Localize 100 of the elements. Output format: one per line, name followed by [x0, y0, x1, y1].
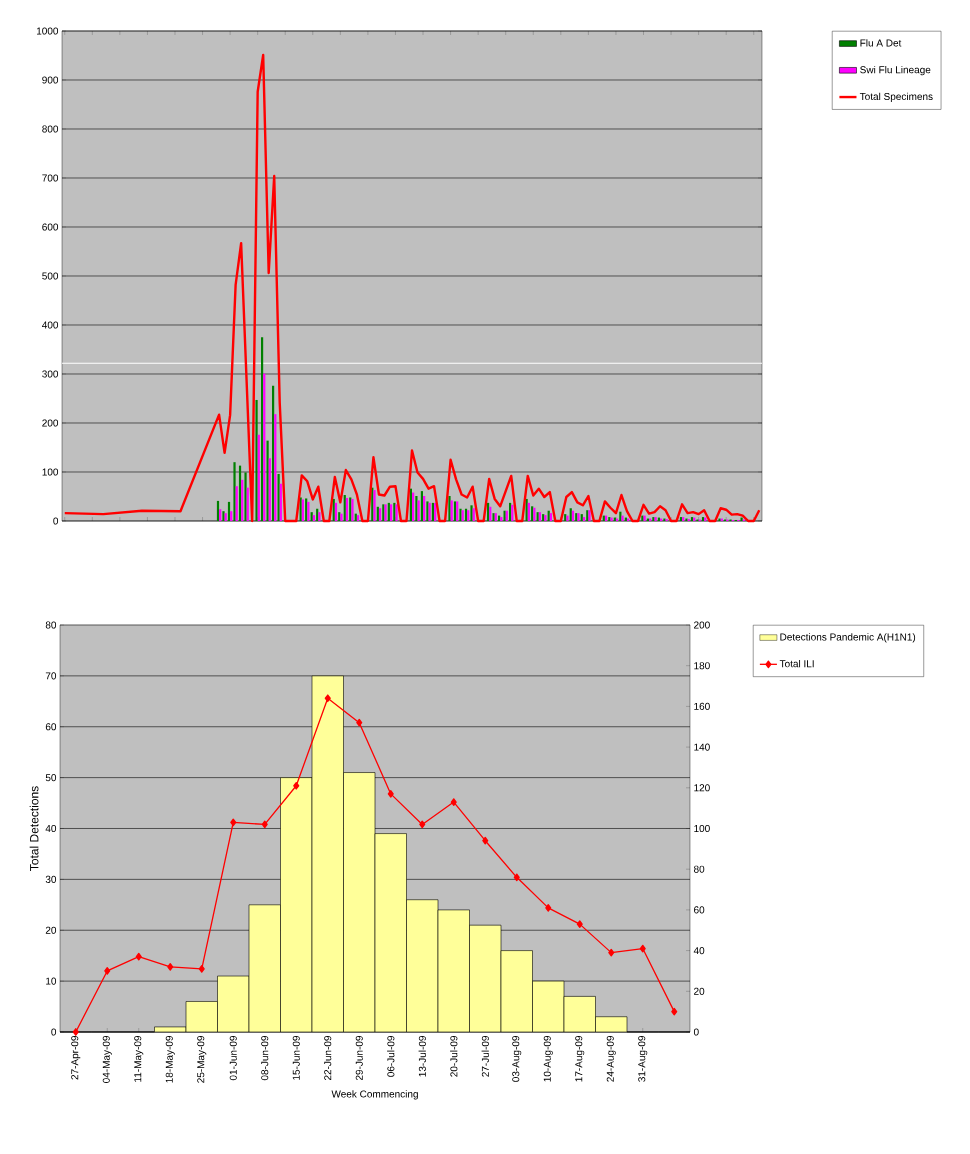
bar	[423, 496, 426, 521]
x-tick-label: 29-Jun-09	[355, 1036, 363, 1081]
point	[324, 694, 331, 703]
point	[639, 944, 646, 953]
bar	[415, 496, 418, 521]
x-tick-label: 06-Jul-09	[387, 1036, 395, 1077]
bar	[334, 502, 338, 521]
point	[671, 1007, 678, 1016]
bar	[241, 479, 244, 521]
point	[356, 718, 363, 727]
y-tick-label: 500	[42, 272, 59, 280]
bar	[216, 500, 220, 521]
bar	[257, 434, 260, 521]
y2-tick-label: 60	[694, 906, 705, 914]
x-tick-label: 31-Aug-09	[638, 1036, 648, 1082]
bar	[489, 506, 492, 521]
x-tick-label: 03-Aug-09	[512, 1036, 522, 1082]
y-tick-label: 50	[45, 774, 57, 782]
y-tick-label: 1000	[36, 27, 59, 35]
legend-label: Total Specimens	[859, 92, 933, 102]
y-tick-label: 60	[45, 723, 57, 731]
bar	[277, 473, 280, 521]
x-axis-title: Week Commencing	[331, 1090, 418, 1100]
point	[135, 952, 142, 961]
bar	[246, 487, 249, 521]
y-tick-label: 700	[42, 174, 59, 182]
point	[387, 790, 394, 798]
y2-tick-label: 0	[693, 1028, 699, 1036]
legend-label: Swi Flu Lineage	[860, 65, 931, 76]
bar	[450, 500, 453, 521]
legend-label: Total ILI	[779, 659, 814, 668]
y-tick-label: 0	[53, 517, 59, 525]
y-tick-label: 900	[42, 76, 59, 84]
point	[104, 967, 111, 975]
point	[167, 963, 174, 971]
x-tick-label: 20-Jul-09	[450, 1036, 458, 1077]
bar	[230, 511, 233, 521]
bar	[255, 399, 258, 521]
bar	[238, 465, 242, 521]
bar	[420, 491, 424, 521]
x-tick-label: 22-Jun-09	[324, 1036, 332, 1081]
y-tick-label: 200	[42, 419, 59, 427]
point	[230, 818, 237, 827]
point	[72, 1028, 79, 1036]
bar	[332, 498, 335, 521]
point	[576, 920, 583, 928]
y2-tick-label: 140	[694, 743, 710, 751]
y-tick-label: 20	[45, 926, 57, 934]
y-tick-label: 800	[42, 125, 59, 133]
point	[545, 904, 552, 912]
y2-tick-label: 180	[694, 662, 710, 670]
y-tick-label: 30	[45, 875, 57, 883]
legend-label: Flu A Det	[860, 39, 902, 47]
bar	[235, 486, 238, 521]
point	[482, 836, 489, 845]
x-tick-label: 15-Jun-09	[292, 1036, 300, 1080]
point	[419, 820, 426, 829]
y-tick-label: 80	[45, 621, 57, 629]
x-tick-label: 13-Jul-09	[418, 1036, 426, 1077]
bar	[227, 501, 231, 521]
x-tick-label: 17-Aug-09	[575, 1036, 585, 1082]
x-tick-label: 27-Jul-09	[481, 1036, 489, 1077]
legend-label: Detections Pandemic A(H1N1)	[780, 633, 916, 643]
bar	[409, 488, 412, 521]
y-tick-label: 100	[42, 468, 59, 476]
x-tick-label: 04-May-09	[102, 1036, 112, 1083]
bar	[268, 458, 271, 521]
point	[450, 798, 457, 806]
y-tick-label: 300	[42, 370, 59, 378]
x-tick-label: 18-May-09	[165, 1036, 175, 1083]
point	[513, 873, 520, 882]
x-tick-label: 11-May-09	[134, 1036, 144, 1082]
point	[261, 820, 268, 829]
bar	[266, 440, 269, 521]
bar	[318, 512, 321, 521]
bar	[486, 502, 490, 521]
y-tick-label: 0	[51, 1028, 57, 1036]
bar	[279, 483, 282, 521]
bar	[244, 472, 247, 521]
y-axis-title: Total Detections	[29, 786, 39, 871]
y2-tick-label: 200	[694, 621, 710, 629]
point	[608, 948, 615, 957]
point	[293, 781, 300, 790]
bar	[260, 337, 264, 521]
x-tick-label: 25-May-09	[197, 1036, 207, 1083]
y-tick-label: 40	[45, 824, 57, 833]
bar	[417, 500, 420, 521]
y2-tick-label: 160	[694, 702, 710, 710]
x-tick-label: 08-Jun-09	[261, 1036, 269, 1081]
y-tick-label: 400	[42, 321, 59, 329]
x-tick-label: 27-Apr-09	[71, 1036, 81, 1080]
bar	[525, 498, 528, 521]
y2-tick-label: 20	[694, 987, 705, 995]
bar	[272, 385, 275, 521]
y-tick-label: 70	[45, 672, 57, 680]
bar	[527, 502, 530, 521]
bar	[274, 414, 277, 521]
y2-tick-label: 100	[694, 824, 710, 833]
y-tick-label: 10	[46, 977, 57, 985]
y2-tick-label: 80	[693, 865, 705, 873]
